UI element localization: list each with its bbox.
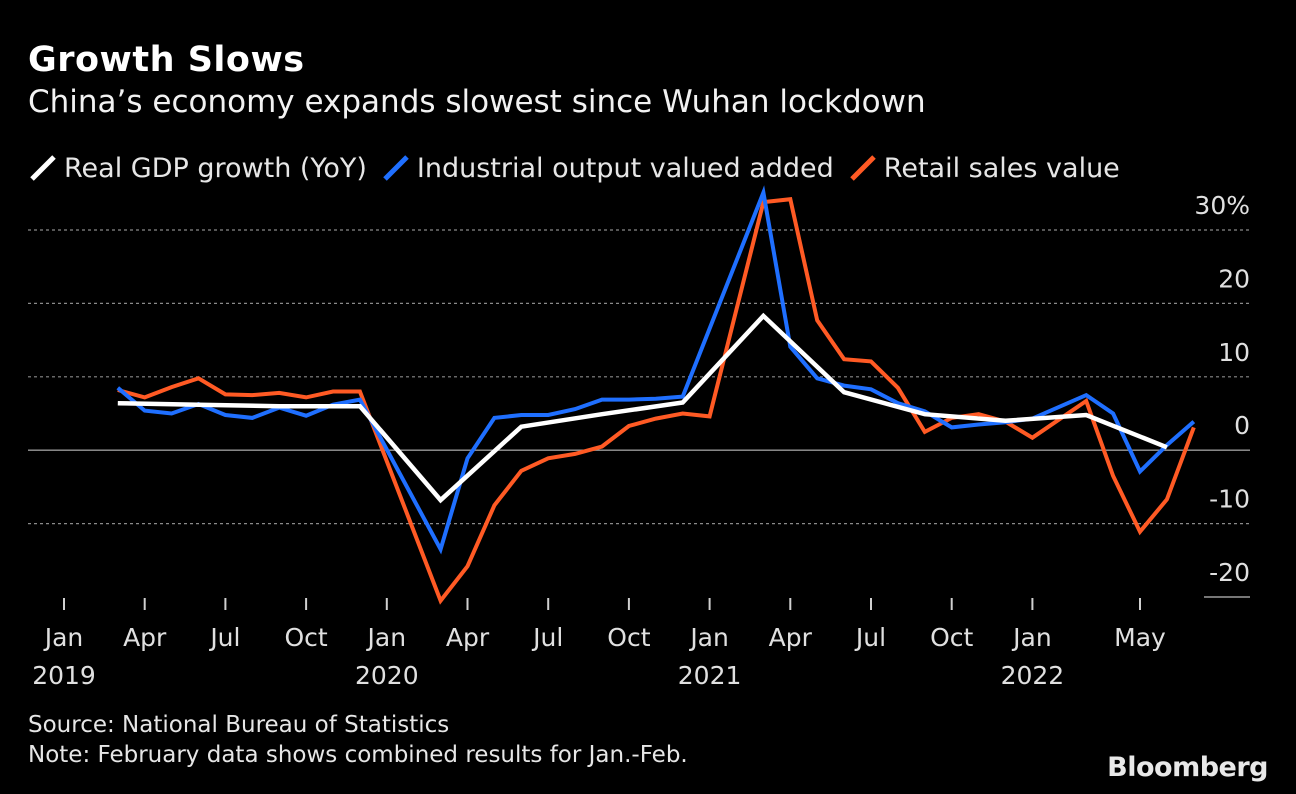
source-note: Source: National Bureau of Statistics — [28, 712, 450, 738]
retail-line-icon — [850, 155, 876, 181]
x-tick-label: Apr — [769, 623, 813, 652]
chart-title: Growth Slows — [28, 40, 305, 80]
x-tick-label: Jan — [688, 623, 729, 652]
x-tick-label: Oct — [284, 623, 327, 652]
y-tick-label: 0 — [1234, 411, 1250, 440]
x-tick-label: Jan — [43, 623, 84, 652]
legend-item-retail: Retail sales value — [848, 153, 1120, 184]
legend-label-industrial: Industrial output valued added — [416, 152, 834, 184]
bloomberg-logo: Bloomberg — [1107, 752, 1268, 783]
footnote: Note: February data shows combined resul… — [28, 742, 688, 768]
x-tick-label: Jan — [1011, 623, 1052, 652]
x-tick-label: Apr — [123, 623, 167, 652]
x-tick-label: Oct — [930, 623, 973, 652]
gdp-line-icon — [30, 155, 56, 181]
y-tick-label: 20 — [1218, 264, 1250, 293]
x-tick-label: Jul — [208, 623, 240, 652]
retail-swatch-line — [850, 155, 876, 181]
legend-label-gdp: Real GDP growth (YoY) — [64, 152, 367, 184]
legend-item-industrial: Industrial output valued added — [381, 153, 834, 184]
gdp-series-line — [117, 312, 1168, 504]
x-year-label: 2021 — [678, 661, 742, 690]
gdp-swatch-line — [30, 155, 56, 181]
x-tick-label: May — [1114, 623, 1166, 652]
legend-label-retail: Retail sales value — [883, 152, 1120, 184]
x-year-label: 2019 — [32, 661, 96, 690]
legend: Real GDP growth (YoY) Industrial output … — [28, 148, 1134, 188]
x-tick-label: Jul — [531, 623, 563, 652]
x-tick-label: Oct — [607, 623, 650, 652]
x-year-label: 2022 — [1001, 661, 1065, 690]
x-year-label: 2020 — [355, 661, 419, 690]
y-tick-label: -10 — [1209, 485, 1250, 514]
industrial-swatch-line — [383, 155, 409, 181]
y-tick-label: 10 — [1218, 338, 1250, 367]
y-tick-label: 30% — [1194, 191, 1250, 220]
industrial-line-icon — [383, 155, 409, 181]
y-tick-label: -20 — [1209, 558, 1250, 587]
chart-subtitle: China’s economy expands slowest since Wu… — [28, 84, 926, 120]
x-tick-label: Jan — [366, 623, 407, 652]
legend-item-gdp: Real GDP growth (YoY) — [28, 153, 367, 184]
industrial-series-line — [116, 185, 1196, 555]
x-tick-label: Jul — [854, 623, 886, 652]
x-tick-label: Apr — [446, 623, 490, 652]
